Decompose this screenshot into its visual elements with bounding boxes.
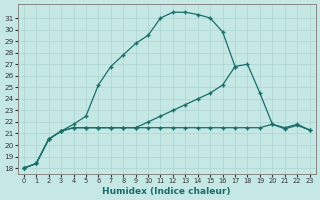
X-axis label: Humidex (Indice chaleur): Humidex (Indice chaleur) [102,187,231,196]
